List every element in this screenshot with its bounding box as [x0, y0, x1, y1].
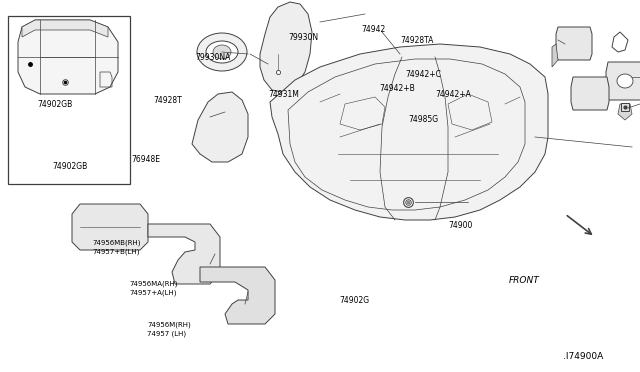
Polygon shape	[192, 92, 248, 162]
Ellipse shape	[213, 45, 231, 59]
Text: 79930NA: 79930NA	[195, 53, 230, 62]
Text: 74942+C: 74942+C	[405, 70, 441, 79]
Polygon shape	[72, 204, 148, 250]
Text: 74900: 74900	[448, 221, 472, 230]
Text: 74928TA: 74928TA	[400, 36, 433, 45]
Polygon shape	[270, 44, 548, 220]
Text: 74956MB(RH): 74956MB(RH)	[93, 239, 141, 246]
Text: .I74900A: .I74900A	[563, 352, 604, 361]
Polygon shape	[618, 104, 632, 120]
Text: 74942+B: 74942+B	[379, 84, 415, 93]
Text: 79930N: 79930N	[288, 33, 318, 42]
Polygon shape	[552, 44, 558, 67]
Polygon shape	[260, 2, 312, 92]
Polygon shape	[571, 77, 609, 110]
Text: 76948E: 76948E	[131, 155, 160, 164]
Polygon shape	[606, 62, 640, 100]
Text: 74942: 74942	[362, 25, 386, 34]
Ellipse shape	[206, 41, 238, 63]
Text: 74902GB: 74902GB	[52, 162, 88, 171]
Text: 74931M: 74931M	[269, 90, 300, 99]
Text: FRONT: FRONT	[509, 276, 540, 285]
Text: 74985G: 74985G	[408, 115, 438, 124]
Bar	[8, 16, 130, 184]
Polygon shape	[556, 27, 592, 60]
Text: 74928T: 74928T	[154, 96, 182, 105]
Text: 74942+A: 74942+A	[435, 90, 471, 99]
Polygon shape	[18, 20, 118, 94]
Ellipse shape	[617, 74, 633, 88]
Polygon shape	[200, 267, 275, 324]
Text: 74957+A(LH): 74957+A(LH)	[129, 290, 177, 296]
Text: 74957+B(LH): 74957+B(LH)	[93, 249, 140, 256]
Polygon shape	[22, 20, 108, 37]
Text: 74902GB: 74902GB	[37, 100, 72, 109]
Polygon shape	[148, 224, 220, 284]
Text: 74956MA(RH): 74956MA(RH)	[129, 280, 178, 287]
Text: 74957 (LH): 74957 (LH)	[147, 331, 186, 337]
Text: 74902G: 74902G	[339, 296, 369, 305]
Ellipse shape	[197, 33, 247, 71]
Text: 74956M(RH): 74956M(RH)	[147, 321, 191, 328]
